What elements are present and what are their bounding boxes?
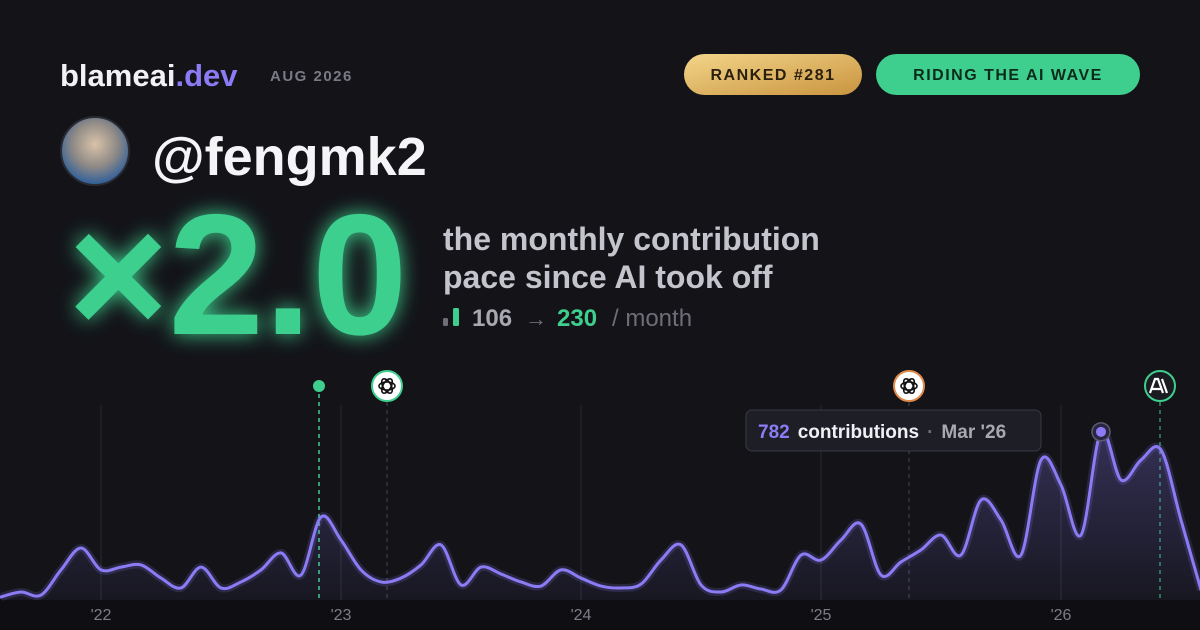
event-icon-mark (902, 377, 916, 395)
pace-arrow: → (525, 306, 547, 331)
line (0, 429, 1200, 599)
pace-after: 230 (557, 305, 597, 332)
x-tick-label: '23 (331, 607, 352, 624)
rank-badge (684, 54, 862, 95)
area (1, 430, 1200, 600)
brand: blameai.dev (60, 58, 238, 93)
event-icon-mark (380, 377, 394, 395)
event-icon-mark (902, 377, 916, 395)
event-icon (893, 370, 925, 402)
status-badge-label: RIDING THE AI WAVE (913, 67, 1103, 84)
tooltip-text: 782 contributions · Mar '26 (758, 422, 1006, 443)
event-icon-mark (900, 381, 918, 391)
pace-before: 106 (472, 305, 512, 332)
rank-badge-label: RANKED #281 (711, 67, 836, 84)
event-icon-mark (1148, 377, 1169, 394)
multiplier: ×2.0 (68, 179, 408, 371)
tooltip-value: 782 (758, 422, 790, 443)
x-tick-label: '22 (91, 607, 112, 624)
brand-suffix: .dev (175, 58, 238, 93)
tagline-line: the monthly contribution (443, 221, 820, 257)
x-tick-label: '24 (571, 607, 592, 624)
chart: '22 '23 '24 '25 '26 782 contributions · Mar '26 (0, 370, 1200, 624)
tooltip-label: contributions (798, 422, 919, 443)
pace-unit: / month (612, 305, 692, 332)
event-icon-mark (378, 381, 396, 391)
tagline-line: pace since AI took off (443, 259, 773, 295)
mini-bar-icon (443, 318, 448, 326)
highlight-point (1096, 426, 1106, 437)
axis-strip (0, 600, 1200, 630)
brand-name: blameai (60, 58, 175, 93)
period: AUG 2026 (270, 68, 353, 85)
avatar (60, 116, 130, 186)
event-icon-mark (380, 377, 394, 395)
handle: @fengmk2 (152, 127, 427, 187)
tooltip-separator: · (927, 422, 933, 443)
x-tick-label: '26 (1051, 607, 1072, 624)
tooltip-date: Mar '26 (941, 422, 1006, 443)
x-tick-label: '25 (811, 607, 832, 624)
mini-bar-icon (453, 308, 459, 326)
event-dot (313, 380, 325, 392)
tooltip (745, 409, 1042, 452)
status-badge (876, 54, 1140, 95)
event-icon (371, 370, 403, 402)
